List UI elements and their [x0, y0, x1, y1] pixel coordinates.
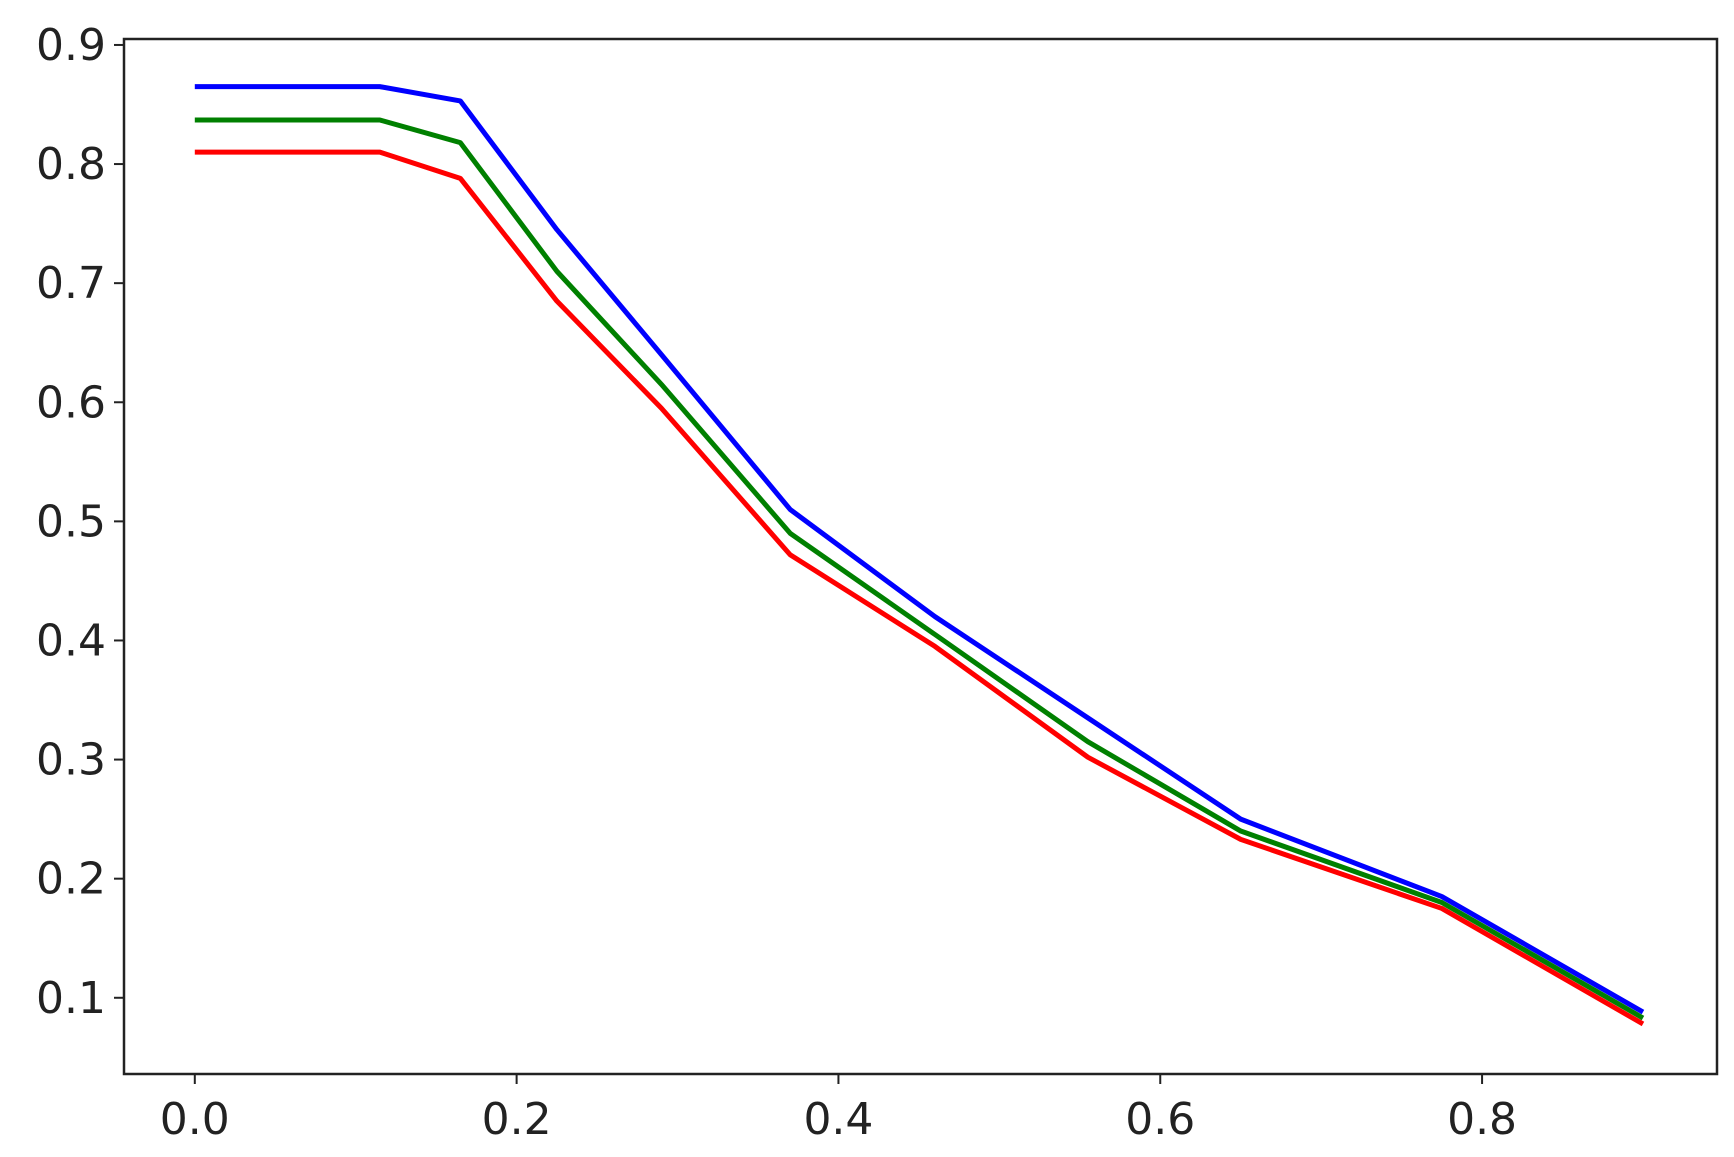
y-tick-label: 0.8 [36, 139, 106, 190]
series-line [194, 149, 1645, 1027]
x-tick-label: 0.2 [482, 1094, 552, 1145]
x-tick-label: 0.6 [1125, 1094, 1195, 1145]
series-line [194, 84, 1645, 1015]
plot-frame [122, 37, 1719, 1076]
y-tick-label: 0.4 [36, 615, 106, 666]
x-tick-label: 0.8 [1447, 1094, 1517, 1145]
y-tick-label: 0.5 [36, 496, 106, 547]
y-tick-label: 0.7 [36, 258, 106, 309]
y-tick-label: 0.2 [36, 854, 106, 905]
y-tick-label: 0.3 [36, 735, 106, 786]
y-tick-label: 0.6 [36, 377, 106, 428]
x-tick-label: 0.0 [160, 1094, 230, 1145]
y-tick-label: 0.1 [36, 973, 106, 1024]
x-tick-label: 0.4 [803, 1094, 873, 1145]
y-tick-label: 0.9 [36, 20, 106, 71]
series-line [194, 117, 1645, 1021]
